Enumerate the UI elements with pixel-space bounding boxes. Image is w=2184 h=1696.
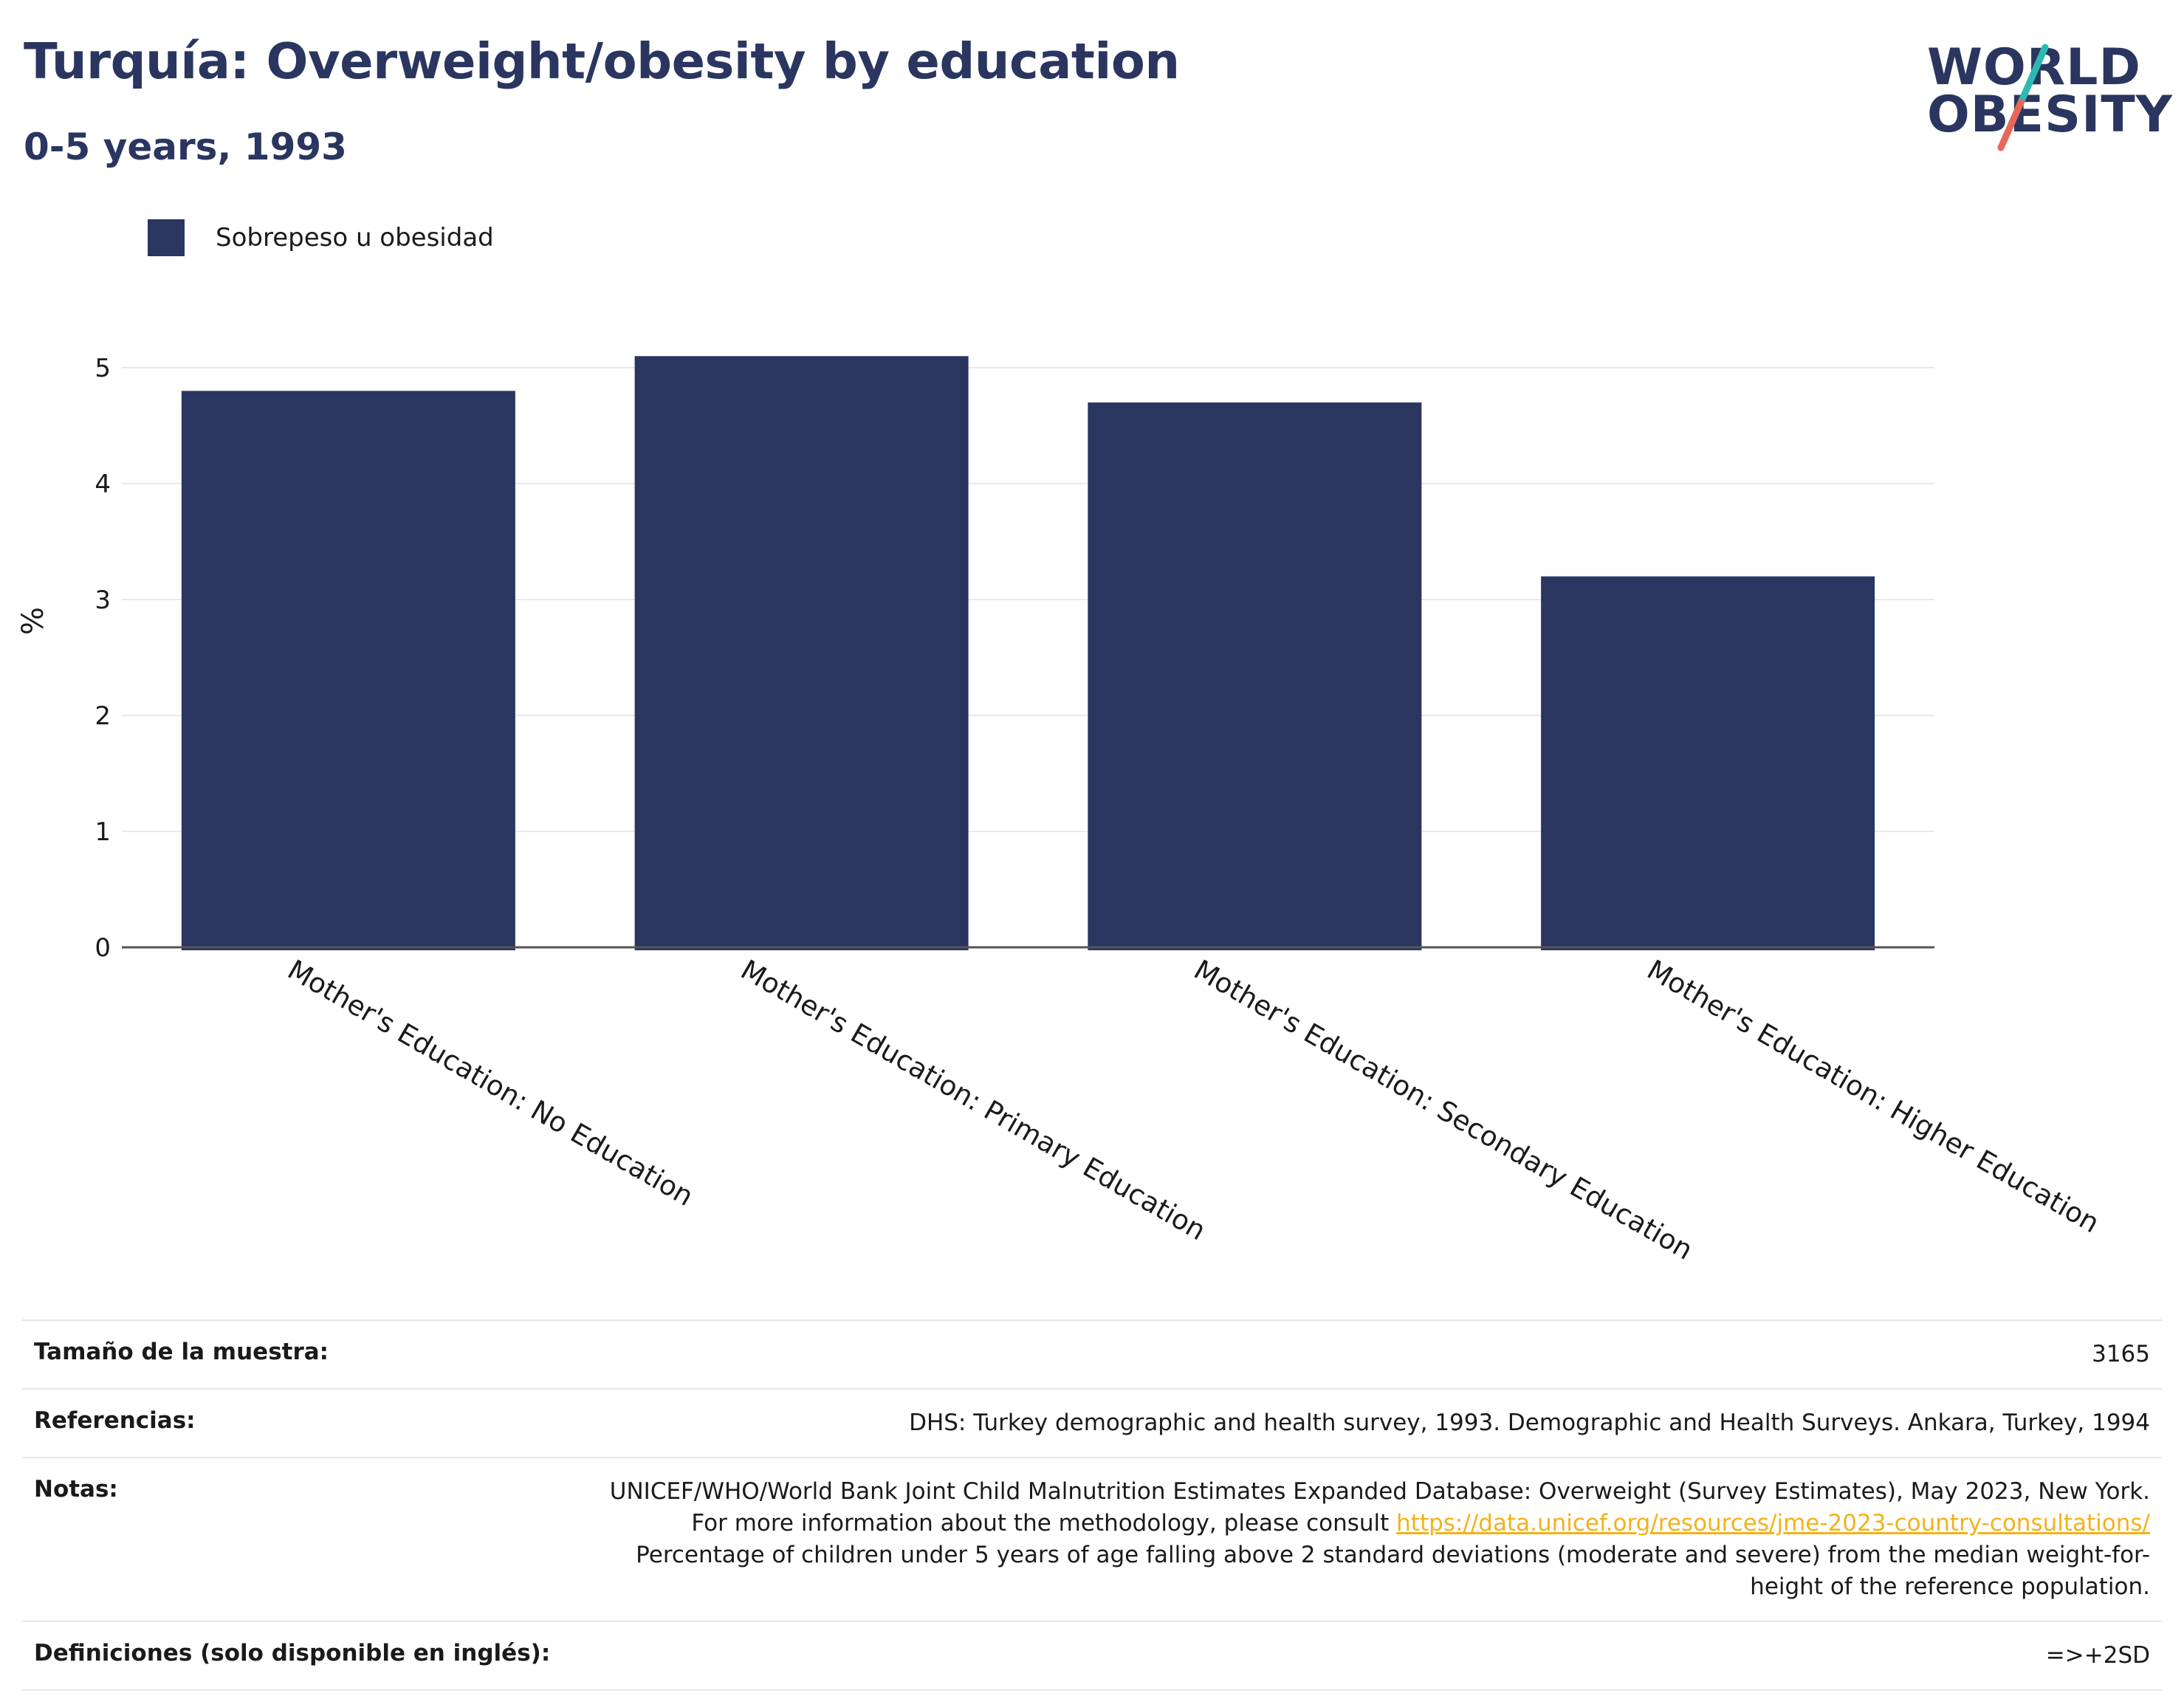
y-tick-label: 3: [95, 586, 111, 615]
info-row-references: Referencias: DHS: Turkey demographic and…: [22, 1388, 2162, 1458]
references-value: DHS: Turkey demographic and health surve…: [563, 1388, 2162, 1458]
definitions-value: =>+2SD: [563, 1621, 2162, 1691]
y-tick-label: 1: [95, 817, 111, 847]
sample-size-value: 3165: [563, 1319, 2162, 1390]
sample-size-label: Tamaño de la muestra:: [22, 1319, 563, 1390]
legend-swatch: [148, 219, 185, 256]
y-tick-label: 4: [95, 470, 111, 499]
bar: [1541, 576, 1875, 950]
world-obesity-logo[interactable]: WORLD OBESITY: [1927, 22, 2173, 155]
notes-value: UNICEF/WHO/World Bank Joint Child Malnut…: [563, 1457, 2162, 1622]
info-row-definitions: Definiciones (solo disponible en inglés)…: [22, 1621, 2162, 1691]
info-row-notes: Notas: UNICEF/WHO/World Bank Joint Child…: [22, 1457, 2162, 1622]
y-tick-label: 5: [95, 354, 111, 383]
logo-slash-icon: [1997, 44, 2049, 151]
logo-word-obesity: OBESITY: [1927, 86, 2173, 144]
bar: [634, 356, 969, 950]
notes-link[interactable]: https://data.unicef.org/resources/jme-20…: [1396, 1510, 2150, 1537]
bar: [1088, 402, 1422, 950]
chart-legend[interactable]: Sobrepeso u obesidad: [148, 219, 494, 257]
x-tick-label: Mother's Education: No Education: [282, 954, 698, 1212]
bar: [181, 391, 515, 950]
definitions-label: Definiciones (solo disponible en inglés)…: [22, 1621, 563, 1691]
info-table: Tamaño de la muestra: 3165 Referencias: …: [22, 1319, 2162, 1691]
x-tick-label: Mother's Education: Primary Education: [735, 954, 1211, 1247]
notes-label: Notas:: [22, 1457, 563, 1622]
notes-text: UNICEF/WHO/World Bank Joint Child Malnut…: [609, 1478, 2150, 1537]
y-tick-label: 2: [95, 701, 111, 731]
legend-label: Sobrepeso u obesidad: [216, 223, 494, 253]
x-tick-label: Mother's Education: Higher Education: [1642, 954, 2105, 1240]
info-row-sample: Tamaño de la muestra: 3165: [22, 1319, 2162, 1390]
references-label: Referencias:: [22, 1388, 563, 1458]
y-tick-label: 0: [95, 933, 111, 963]
x-tick-label: Mother's Education: Secondary Education: [1189, 954, 1698, 1266]
chart-title: Turquía: Overweight/obesity by education: [24, 32, 1180, 90]
notes-text-2: Percentage of children under 5 years of …: [636, 1542, 2150, 1600]
chart-subtitle: 0-5 years, 1993: [24, 126, 347, 168]
